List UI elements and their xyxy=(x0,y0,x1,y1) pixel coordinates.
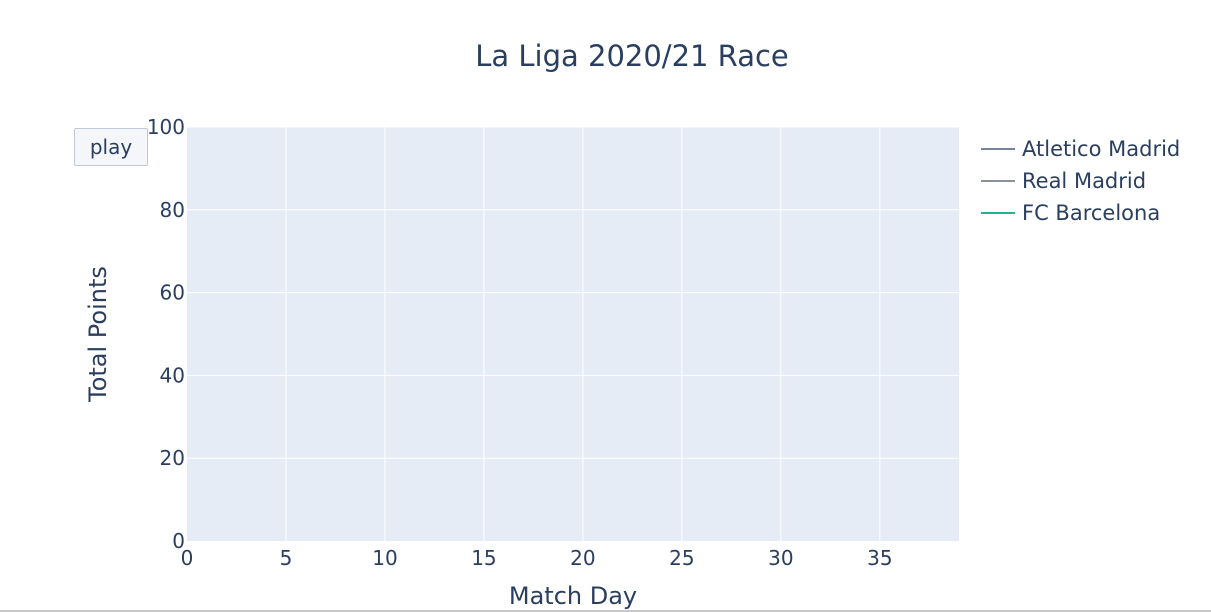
x-tick-label: 5 xyxy=(280,546,293,570)
legend-item[interactable]: Real Madrid xyxy=(981,169,1146,193)
legend: Atletico Madrid Real Madrid FC Barcelona xyxy=(981,137,1180,225)
grid-lines xyxy=(187,126,959,541)
x-tick-label: 35 xyxy=(867,546,892,570)
y-tick-label: 60 xyxy=(160,281,185,305)
x-tick-label: 10 xyxy=(372,546,397,570)
x-tick-label: 20 xyxy=(570,546,595,570)
y-axis-ticks: 0 20 40 60 80 100 xyxy=(147,115,185,553)
y-axis-title: Total Points xyxy=(84,266,112,403)
bottom-divider xyxy=(0,610,1211,612)
chart-title: La Liga 2020/21 Race xyxy=(475,39,789,73)
legend-label: FC Barcelona xyxy=(1022,201,1160,225)
x-tick-label: 0 xyxy=(181,546,194,570)
legend-label: Real Madrid xyxy=(1022,169,1146,193)
y-tick-label: 20 xyxy=(160,446,185,470)
legend-item[interactable]: Atletico Madrid xyxy=(981,137,1180,161)
y-tick-label: 80 xyxy=(160,198,185,222)
legend-label: Atletico Madrid xyxy=(1022,137,1180,161)
x-axis-ticks: 0 5 10 15 20 25 30 35 xyxy=(181,546,893,570)
x-tick-label: 15 xyxy=(471,546,496,570)
y-tick-label: 40 xyxy=(160,363,185,387)
y-tick-label: 0 xyxy=(172,529,185,553)
x-axis-title: Match Day xyxy=(509,582,637,610)
legend-item[interactable]: FC Barcelona xyxy=(981,201,1160,225)
x-tick-label: 25 xyxy=(669,546,694,570)
x-tick-label: 30 xyxy=(768,546,793,570)
plot-area xyxy=(187,127,959,541)
play-button[interactable]: play xyxy=(74,128,148,166)
y-tick-label: 100 xyxy=(147,115,185,139)
